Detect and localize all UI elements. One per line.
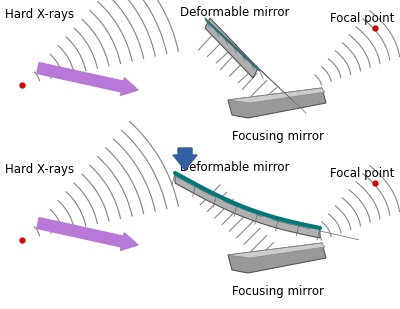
Polygon shape [205,18,258,78]
Polygon shape [228,88,326,118]
Text: Focusing mirror: Focusing mirror [232,285,324,298]
Polygon shape [175,173,320,238]
Text: Focusing mirror: Focusing mirror [232,130,324,143]
FancyArrow shape [173,148,197,170]
FancyArrow shape [37,218,138,250]
Polygon shape [205,18,259,71]
Polygon shape [228,88,325,103]
Text: Hard X-rays: Hard X-rays [5,163,74,176]
Polygon shape [228,243,325,258]
Text: Deformable mirror: Deformable mirror [180,6,290,19]
Text: Focal point: Focal point [330,167,394,180]
Polygon shape [228,243,326,273]
FancyArrow shape [37,63,138,95]
Text: Deformable mirror: Deformable mirror [180,161,290,174]
Text: Hard X-rays: Hard X-rays [5,8,74,21]
Text: Focal point: Focal point [330,12,394,25]
